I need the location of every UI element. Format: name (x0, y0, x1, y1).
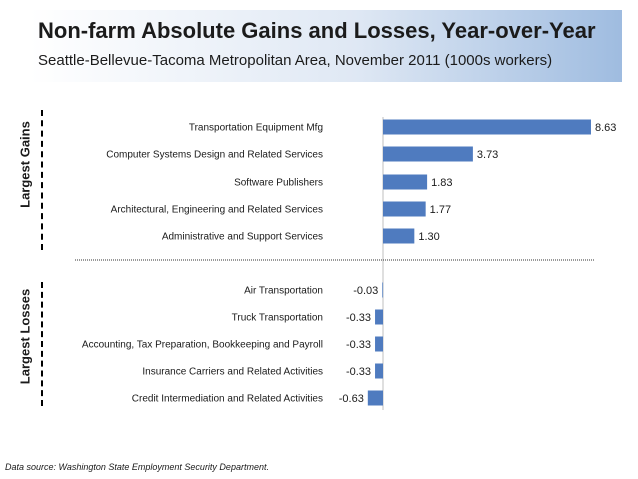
category-label: Software Publishers (234, 178, 323, 189)
bar (383, 146, 473, 162)
data-label: 1.30 (418, 231, 439, 243)
chart-subtitle: Seattle-Bellevue-Tacoma Metropolitan Are… (38, 52, 553, 69)
bar (375, 363, 383, 379)
data-label: -0.03 (353, 285, 378, 297)
category-label: Insurance Carriers and Related Activitie… (142, 367, 323, 378)
data-label: 1.77 (430, 204, 451, 216)
bar (383, 228, 415, 244)
header-banner (30, 10, 622, 82)
data-label: -0.33 (346, 339, 371, 351)
bar (383, 119, 591, 135)
bar (367, 390, 383, 406)
data-label: 1.83 (431, 177, 452, 189)
data-label: -0.63 (339, 393, 364, 405)
category-label: Accounting, Tax Preparation, Bookkeeping… (82, 340, 323, 351)
category-label: Architectural, Engineering and Related S… (111, 205, 323, 216)
category-label: Computer Systems Design and Related Serv… (106, 150, 323, 161)
losses-bracket (41, 282, 43, 406)
bar (375, 336, 383, 352)
data-label: -0.33 (346, 312, 371, 324)
bar (383, 174, 428, 190)
category-label: Truck Transportation (232, 313, 323, 324)
gains-bracket (41, 110, 43, 250)
bar (375, 309, 383, 325)
bar (383, 201, 426, 217)
data-label: 3.73 (477, 149, 498, 161)
data-label: 8.63 (595, 122, 616, 134)
category-label: Transportation Equipment Mfg (189, 123, 323, 134)
category-label: Administrative and Support Services (162, 232, 323, 243)
data-source-note: Data source: Washington State Employment… (5, 462, 269, 472)
chart-title: Non-farm Absolute Gains and Losses, Year… (38, 18, 596, 43)
category-label: Credit Intermediation and Related Activi… (132, 394, 323, 405)
bar (382, 282, 384, 298)
data-label: -0.33 (346, 366, 371, 378)
category-label: Air Transportation (244, 286, 323, 297)
